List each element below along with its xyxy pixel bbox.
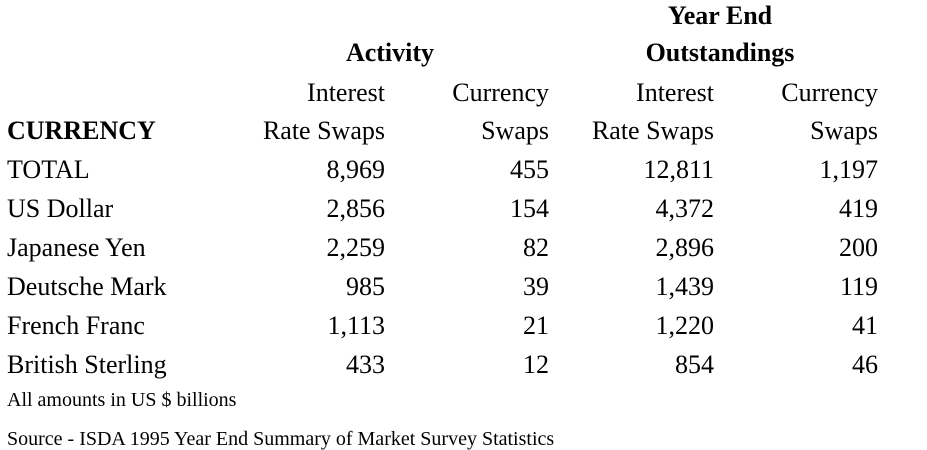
cell-usd-outstanding-irs: 4,372 <box>655 194 715 223</box>
cell-gbp-outstanding-irs: 854 <box>675 350 714 379</box>
cell-usd-activity-irs: 2,856 <box>326 194 386 223</box>
year-end-header-line2: Outstandings <box>645 38 795 67</box>
cell-dem-activity-irs: 985 <box>346 272 385 301</box>
row-label-total: TOTAL <box>7 155 90 184</box>
currency-column-header: CURRENCY <box>7 116 156 145</box>
cell-usd-activity-cs: 154 <box>510 194 549 223</box>
cell-total-activity-cs: 455 <box>510 155 549 184</box>
row-label-french-franc: French Franc <box>7 311 145 340</box>
col-header-1-line2: Rate Swaps <box>262 116 385 145</box>
col-header-3-line1: Interest <box>636 78 714 107</box>
row-label-deutsche-mark: Deutsche Mark <box>7 272 167 301</box>
activity-header: Activity <box>345 38 435 67</box>
cell-dem-outstanding-irs: 1,439 <box>655 272 715 301</box>
col-header-2-line1: Currency <box>452 78 549 107</box>
col-header-1-line1: Interest <box>307 78 385 107</box>
units-footnote: All amounts in US $ billions <box>7 389 237 411</box>
source-footnote: Source - ISDA 1995 Year End Summary of M… <box>7 428 555 450</box>
cell-frf-outstanding-irs: 1,220 <box>655 311 715 340</box>
col-header-4-line2: Swaps <box>810 116 878 145</box>
row-label-british-sterling: British Sterling <box>7 350 167 379</box>
row-label-us-dollar: US Dollar <box>7 194 114 223</box>
cell-total-outstanding-cs: 1,197 <box>819 155 879 184</box>
col-header-3-line2: Rate Swaps <box>591 116 714 145</box>
cell-usd-outstanding-cs: 419 <box>839 194 878 223</box>
year-end-header-line1: Year End <box>667 1 773 30</box>
cell-frf-activity-irs: 1,113 <box>327 311 385 340</box>
col-header-4-line1: Currency <box>781 78 878 107</box>
col-header-2-line2: Swaps <box>481 116 549 145</box>
cell-total-outstanding-irs: 12,811 <box>643 155 714 184</box>
cell-gbp-outstanding-cs: 46 <box>852 350 878 379</box>
cell-frf-outstanding-cs: 41 <box>852 311 878 340</box>
cell-total-activity-irs: 8,969 <box>326 155 386 184</box>
cell-dem-activity-cs: 39 <box>523 272 549 301</box>
cell-dem-outstanding-cs: 119 <box>839 272 878 301</box>
cell-frf-activity-cs: 21 <box>523 311 549 340</box>
cell-jpy-outstanding-cs: 200 <box>839 233 878 262</box>
cell-jpy-outstanding-irs: 2,896 <box>655 233 715 262</box>
cell-gbp-activity-irs: 433 <box>346 350 385 379</box>
cell-gbp-activity-cs: 12 <box>523 350 549 379</box>
row-label-japanese-yen: Japanese Yen <box>7 233 146 262</box>
cell-jpy-activity-irs: 2,259 <box>326 233 386 262</box>
cell-jpy-activity-cs: 82 <box>523 233 549 262</box>
